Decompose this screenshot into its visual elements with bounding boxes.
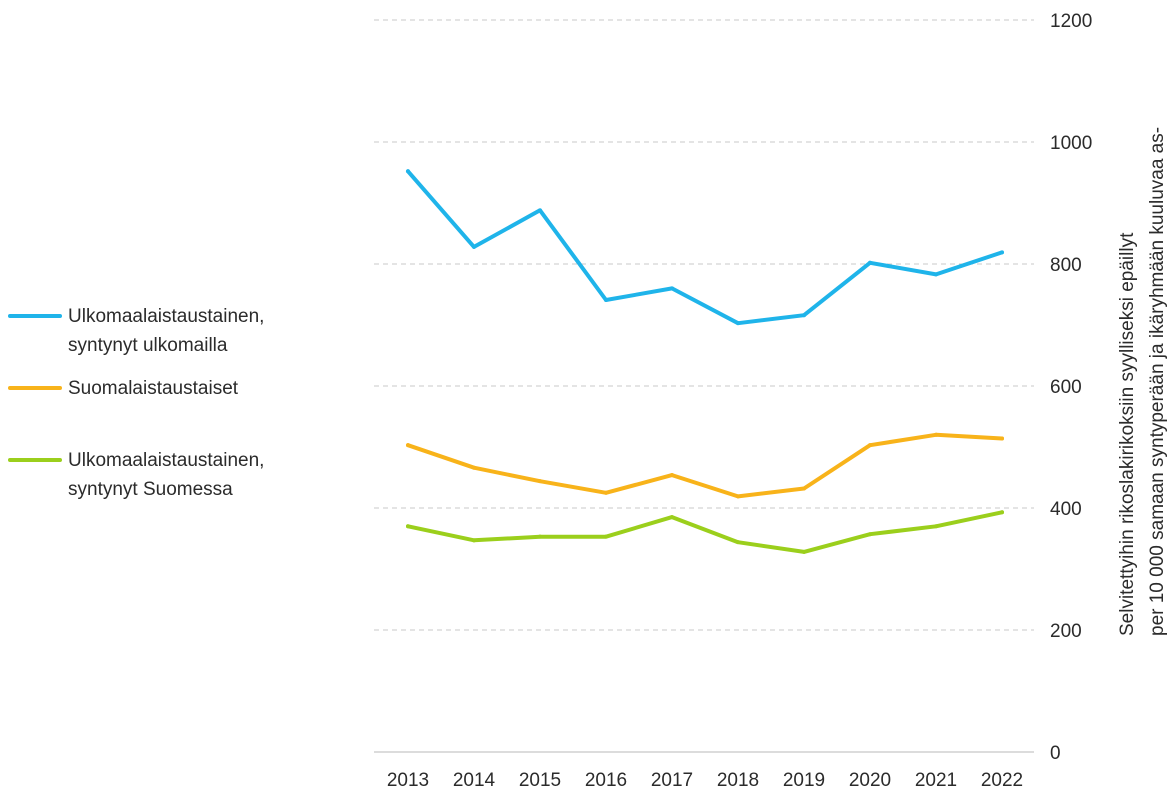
x-tick-label: 2022 xyxy=(981,770,1023,791)
data-point xyxy=(406,443,410,448)
series-line-2 xyxy=(406,510,1004,554)
series-line-0 xyxy=(406,169,1004,326)
y-tick-label: 800 xyxy=(1050,255,1082,276)
data-point xyxy=(736,540,740,545)
data-point xyxy=(736,494,740,499)
data-point xyxy=(934,524,938,529)
data-point xyxy=(868,260,872,265)
y-axis-title-line: Selvitettyihin rikoslakirikoksiin syylli… xyxy=(1117,232,1138,636)
legend: Ulkomaalaistaustainen, syntynyt ulkomaill… xyxy=(8,306,264,500)
data-point xyxy=(538,534,542,539)
data-point xyxy=(406,169,410,174)
series-line-1 xyxy=(406,432,1004,499)
data-series xyxy=(406,169,1004,554)
data-point xyxy=(934,272,938,277)
data-point xyxy=(736,321,740,326)
data-point xyxy=(538,208,542,213)
legend-label: Ulkomaalaistaustainen, xyxy=(68,306,264,327)
y-tick-label: 1200 xyxy=(1050,11,1092,32)
y-tick-label: 200 xyxy=(1050,621,1082,642)
legend-label: syntynyt ulkomailla xyxy=(68,335,228,356)
legend-item-0: Ulkomaalaistaustainen, syntynyt ulkomaill… xyxy=(8,306,264,356)
y-tick-label: 600 xyxy=(1050,377,1082,398)
data-point xyxy=(868,532,872,537)
y-axis-title-line: per 10 000 samaan syntyperään ja ikäryhm… xyxy=(1147,127,1168,636)
legend-item-2: Ulkomaalaistaustainen, syntynyt Suomessa xyxy=(8,450,264,500)
data-point xyxy=(1000,510,1004,515)
y-tick-label: 1000 xyxy=(1050,133,1092,154)
y-axis-title: Selvitettyihin rikoslakirikoksiin syylli… xyxy=(1117,127,1168,636)
axes: 0 200 400 600 800 1000 1200 2013 2014 2015 2016 201… xyxy=(387,11,1092,791)
data-point xyxy=(670,473,674,478)
data-point xyxy=(604,490,608,495)
data-point xyxy=(802,313,806,318)
x-tick-label: 2018 xyxy=(717,770,759,791)
legend-label: Suomalaistaustaiset xyxy=(68,378,239,399)
x-tick-label: 2017 xyxy=(651,770,693,791)
x-tick-label: 2020 xyxy=(849,770,891,791)
legend-item-1: Suomalaistaustaiset xyxy=(8,378,239,399)
data-point xyxy=(670,515,674,520)
y-tick-label: 0 xyxy=(1050,743,1061,764)
data-point xyxy=(472,465,476,470)
data-point xyxy=(802,549,806,554)
data-point xyxy=(868,443,872,448)
x-tick-label: 2021 xyxy=(915,770,957,791)
data-point xyxy=(472,538,476,543)
data-point xyxy=(802,486,806,491)
data-point xyxy=(1000,250,1004,255)
y-tick-label: 400 xyxy=(1050,499,1082,520)
data-point xyxy=(472,244,476,249)
x-tick-label: 2015 xyxy=(519,770,561,791)
data-point xyxy=(670,286,674,291)
data-point xyxy=(604,534,608,539)
x-tick-label: 2019 xyxy=(783,770,825,791)
data-point xyxy=(406,524,410,529)
x-tick-label: 2016 xyxy=(585,770,627,791)
data-point xyxy=(1000,436,1004,441)
data-point xyxy=(538,479,542,484)
data-point xyxy=(604,297,608,302)
legend-label: syntynyt Suomessa xyxy=(68,479,233,500)
gridlines xyxy=(374,19,1034,753)
data-point xyxy=(934,432,938,437)
x-tick-label: 2013 xyxy=(387,770,429,791)
legend-label: Ulkomaalaistaustainen, xyxy=(68,450,264,471)
x-tick-label: 2014 xyxy=(453,770,496,791)
